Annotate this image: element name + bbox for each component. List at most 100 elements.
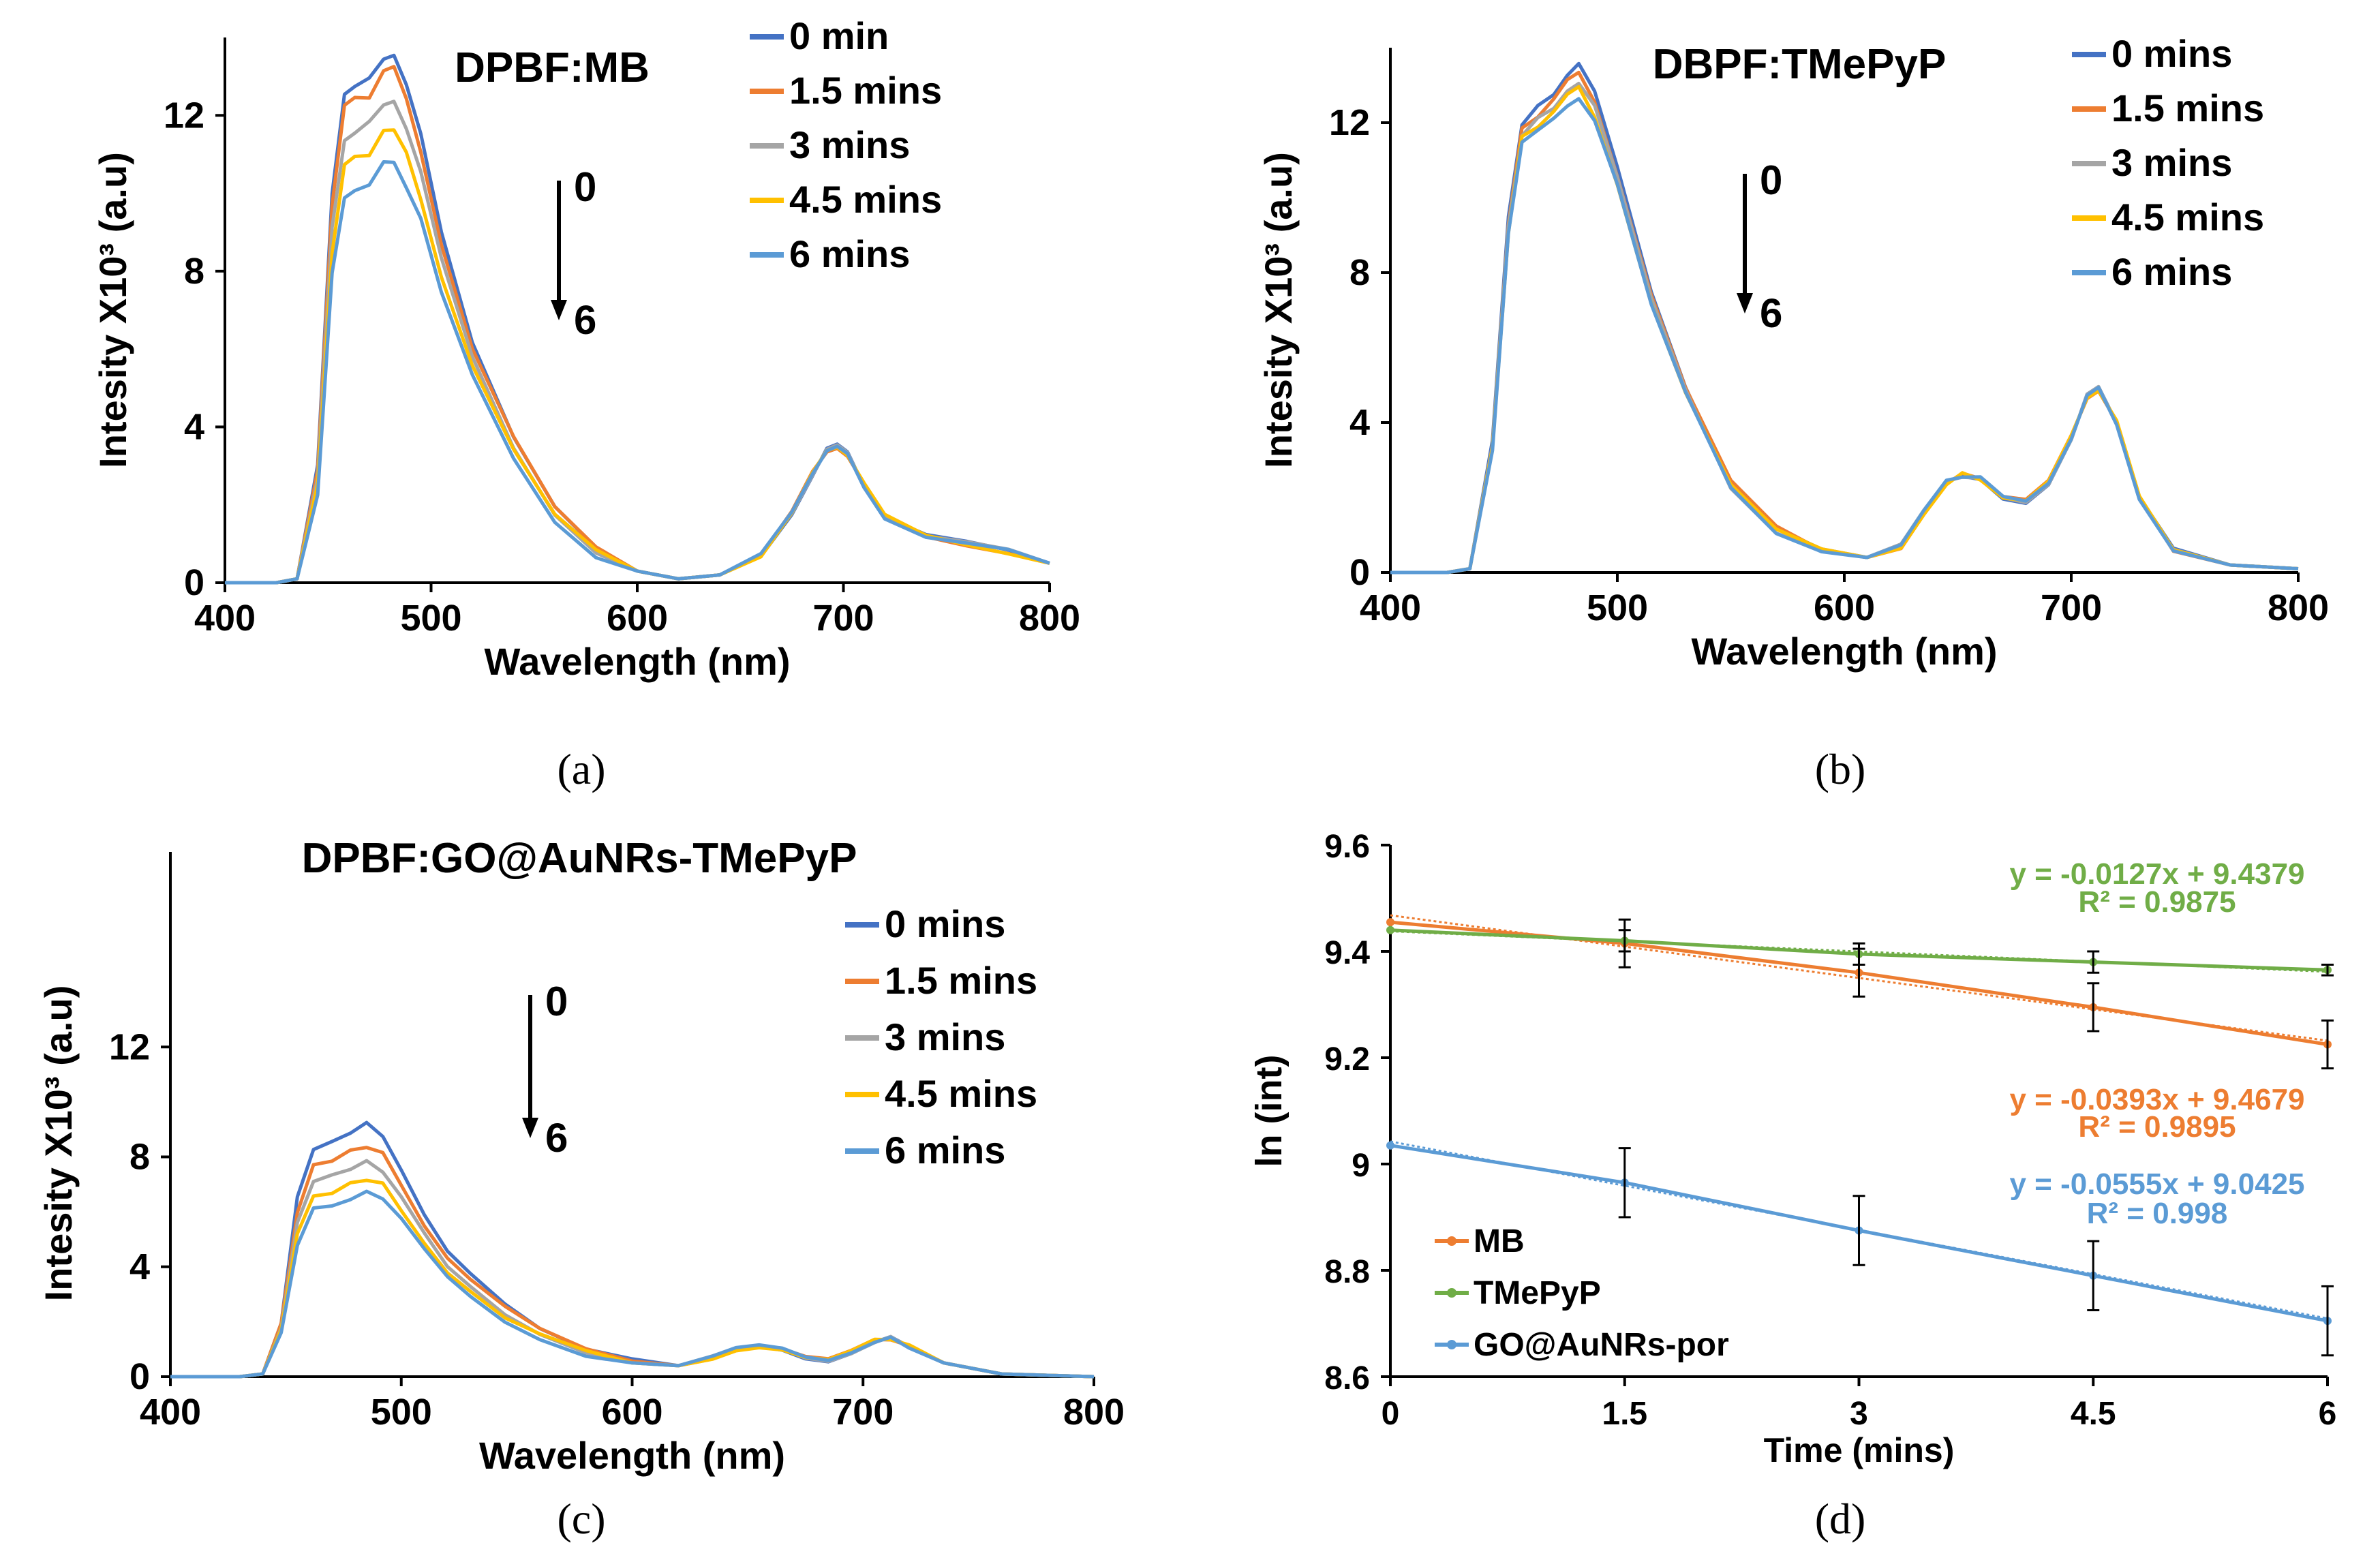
chart-title: DBPF:TMePyP: [1653, 41, 1947, 88]
legend-marker: [1447, 1236, 1456, 1246]
y-axis-label: Intesity X10³ (a.u): [37, 985, 80, 1302]
x-axis-label: Wavelength (nm): [479, 1434, 785, 1477]
series-line-3: [170, 1159, 1095, 1379]
legend-label: 0 mins: [2111, 32, 2232, 75]
x-tick-label: 500: [400, 598, 461, 639]
y-tick-label: 9.2: [1324, 1041, 1370, 1077]
data-point: [1386, 1141, 1394, 1150]
chart-title: DPBF:MB: [455, 44, 650, 91]
legend-marker: [1447, 1340, 1456, 1349]
fit-r-squared: R² = 0.9895: [2078, 1110, 2236, 1144]
y-tick-label: 9.4: [1324, 935, 1370, 971]
legend-label: GO@AuNRs-por: [1474, 1327, 1729, 1363]
chart-title: DPBF:GO@AuNRs-TMePyP: [302, 835, 857, 882]
chart-panel-c: 400 500 600 700 800 0 4 8 12 Wavelength (nm) Intes…: [37, 835, 1125, 1543]
series-line-2: [170, 1146, 1095, 1379]
fit-r-squared: R² = 0.998: [2087, 1197, 2228, 1230]
series-line-5: [225, 160, 1050, 585]
y-axis-label: ln (int): [1249, 1055, 1290, 1167]
arrow-start-label: 0: [1760, 157, 1782, 203]
arrow-head-icon: [551, 300, 567, 320]
x-tick-label: 400: [194, 598, 256, 639]
series-line-3: [225, 100, 1050, 585]
fit-equation: y = -0.0393x + 9.4679: [2009, 1083, 2304, 1116]
x-tick-label: 700: [812, 598, 874, 639]
x-tick-label: 600: [601, 1392, 662, 1433]
y-tick-label: 0: [184, 562, 204, 603]
y-tick-label: 4: [184, 406, 204, 447]
legend-label: 3 mins: [789, 123, 910, 166]
legend-label: 1.5 mins: [2111, 87, 2264, 129]
legend-label: 6 mins: [2111, 250, 2232, 293]
x-axis-label: Wavelength (nm): [1691, 630, 1997, 673]
x-axis-label: Time (mins): [1764, 1431, 1955, 1469]
arrow-head-icon: [522, 1118, 538, 1138]
y-tick-label: 0: [1349, 552, 1370, 593]
x-tick-label: 800: [2268, 587, 2329, 628]
data-point: [1386, 918, 1394, 927]
legend-label: 4.5 mins: [885, 1072, 1037, 1115]
y-tick-label: 4: [129, 1247, 150, 1287]
arrow-end-label: 6: [1760, 290, 1782, 336]
arrow-head-icon: [1737, 293, 1753, 313]
y-tick-label: 12: [109, 1026, 150, 1067]
x-tick-label: 400: [1360, 587, 1421, 628]
legend-label: 4.5 mins: [2111, 196, 2264, 239]
fit-equation: y = -0.0555x + 9.0425: [2009, 1167, 2304, 1201]
series-line-2: [225, 65, 1050, 585]
x-tick-label: 600: [607, 598, 668, 639]
x-tick-label: 6: [2319, 1396, 2337, 1432]
legend-label: 4.5 mins: [789, 178, 942, 221]
legend-label: 0 min: [789, 14, 889, 57]
series-line-1: [225, 53, 1050, 585]
x-tick-label: 700: [2041, 587, 2102, 628]
y-axis-label: Intesity X10³ (a.u): [1257, 152, 1300, 468]
y-tick-label: 12: [164, 95, 204, 136]
panel-caption: (d): [1815, 1495, 1866, 1543]
x-tick-label: 4.5: [2071, 1396, 2116, 1432]
fit-r-squared: R² = 0.9875: [2078, 885, 2236, 919]
legend-label: 1.5 mins: [885, 959, 1037, 1002]
chart-panel-a: 400 500 600 700 800 0 4 8 12 Wavelength (nm) Intes…: [91, 14, 1080, 793]
y-tick-label: 0: [129, 1356, 150, 1397]
legend-label: 0 mins: [885, 902, 1005, 945]
x-tick-label: 3: [1850, 1396, 1868, 1432]
y-tick-label: 9: [1352, 1148, 1370, 1184]
y-tick-label: 12: [1329, 102, 1370, 143]
y-tick-label: 8: [1349, 252, 1370, 293]
fit-equation: y = -0.0127x + 9.4379: [2009, 857, 2304, 891]
legend-label: 1.5 mins: [789, 69, 942, 112]
y-tick-label: 8: [129, 1137, 150, 1178]
legend-label: 3 mins: [885, 1015, 1005, 1058]
y-tick-label: 8.8: [1324, 1254, 1370, 1290]
panel-caption: (a): [557, 745, 605, 793]
legend-label: 6 mins: [885, 1129, 1005, 1172]
x-tick-label: 500: [371, 1392, 432, 1433]
x-tick-label: 600: [1814, 587, 1875, 628]
arrow-end-label: 6: [574, 297, 596, 343]
y-tick-label: 8: [184, 251, 204, 292]
chart-panel-b: 400 500 600 700 800 0 4 8 12 Wavelength (nm) Intes…: [1257, 32, 2329, 793]
y-axis-label: Intesity X10³ (a.u): [91, 152, 134, 468]
y-tick-label: 8.6: [1324, 1360, 1370, 1396]
legend-label: 6 mins: [789, 232, 910, 275]
legend-label: MB: [1474, 1223, 1525, 1259]
arrow-start-label: 0: [574, 164, 596, 210]
x-tick-label: 400: [140, 1392, 201, 1433]
x-tick-label: 1.5: [1602, 1396, 1647, 1432]
arrow-start-label: 0: [545, 979, 568, 1024]
data-point: [1386, 926, 1394, 934]
x-tick-label: 0: [1382, 1396, 1400, 1432]
y-tick-label: 9.6: [1324, 829, 1370, 865]
legend-label: 3 mins: [2111, 141, 2232, 184]
y-tick-label: 4: [1349, 402, 1370, 443]
arrow-end-label: 6: [545, 1115, 568, 1161]
legend-marker: [1447, 1288, 1456, 1298]
x-axis-label: Wavelength (nm): [484, 640, 790, 683]
panel-caption: (c): [557, 1495, 605, 1543]
x-tick-label: 800: [1063, 1392, 1125, 1433]
series-line-5: [170, 1189, 1095, 1379]
series-line-5: [1390, 97, 2299, 575]
x-tick-label: 500: [1587, 587, 1648, 628]
